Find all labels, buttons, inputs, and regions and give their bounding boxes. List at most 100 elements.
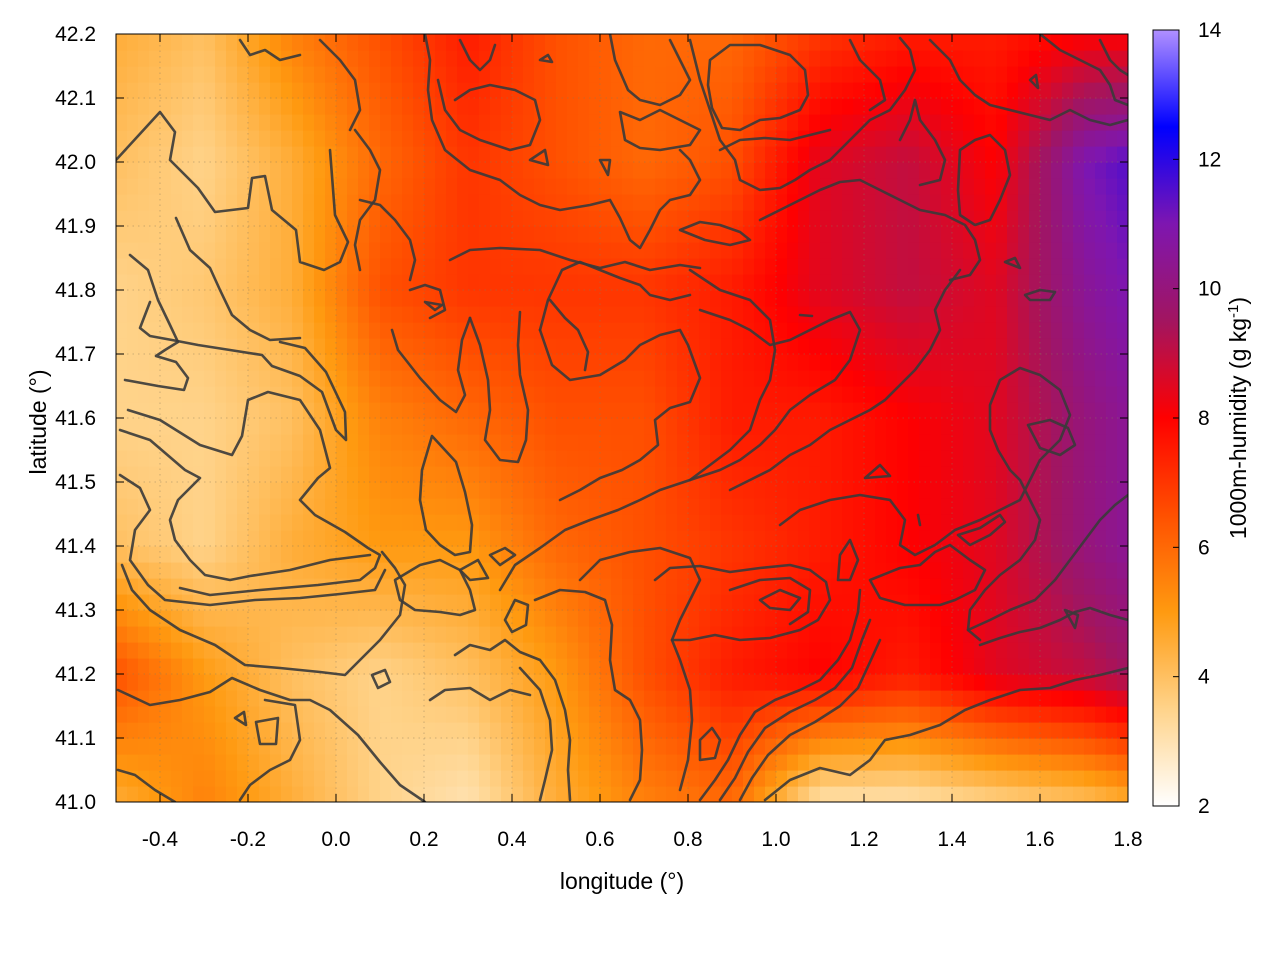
heatmap-cell — [226, 498, 238, 515]
heatmap-cell — [149, 578, 161, 595]
heatmap-cell — [347, 322, 359, 339]
heatmap-cell — [215, 626, 227, 643]
heatmap-cell — [787, 114, 799, 131]
heatmap-cell — [490, 594, 502, 611]
heatmap-cell — [171, 754, 183, 771]
heatmap-cell — [226, 370, 238, 387]
heatmap-cell — [1073, 562, 1085, 579]
heatmap-cell — [930, 130, 942, 147]
heatmap-cell — [1117, 50, 1128, 67]
heatmap-cell — [116, 450, 128, 467]
heatmap-cell — [292, 306, 304, 323]
heatmap-cell — [864, 210, 876, 227]
heatmap-cell — [952, 610, 964, 627]
heatmap-cell — [1040, 658, 1052, 675]
heatmap-cell — [1007, 338, 1019, 355]
heatmap-cell — [292, 610, 304, 627]
heatmap-cell — [468, 498, 480, 515]
heatmap-cell — [754, 738, 766, 755]
heatmap-cell — [666, 738, 678, 755]
heatmap-cell — [171, 178, 183, 195]
heatmap-cell — [578, 610, 590, 627]
contour-line — [728, 268, 962, 492]
heatmap-cell — [996, 130, 1008, 147]
heatmap-cell — [897, 242, 909, 259]
heatmap-cell — [842, 98, 854, 115]
heatmap-cell — [666, 434, 678, 451]
heatmap-cell — [204, 722, 216, 739]
heatmap-cell — [501, 226, 513, 243]
heatmap-cell — [380, 114, 392, 131]
heatmap-cell — [765, 754, 777, 771]
heatmap-cell — [347, 546, 359, 563]
heatmap-cell — [226, 610, 238, 627]
heatmap-cell — [413, 194, 425, 211]
heatmap-cell — [611, 706, 623, 723]
heatmap-cell — [655, 98, 667, 115]
heatmap-cell — [127, 50, 139, 67]
heatmap-cell — [226, 514, 238, 531]
heatmap-cell — [831, 514, 843, 531]
heatmap-cell — [853, 514, 865, 531]
heatmap-cell — [523, 738, 535, 755]
heatmap-cell — [996, 114, 1008, 131]
heatmap-cell — [1029, 98, 1041, 115]
heatmap-cell — [534, 178, 546, 195]
heatmap-cell — [160, 370, 172, 387]
heatmap-cell — [1095, 66, 1107, 83]
heatmap-cell — [732, 338, 744, 355]
heatmap-cell — [336, 434, 348, 451]
heatmap-cell — [1084, 626, 1096, 643]
heatmap-cell — [974, 754, 986, 771]
heatmap-cell — [127, 354, 139, 371]
heatmap-cell — [391, 754, 403, 771]
heatmap-cell — [732, 690, 744, 707]
heatmap-cell — [787, 338, 799, 355]
heatmap-cell — [457, 50, 469, 67]
heatmap-cell — [556, 594, 568, 611]
heatmap-cell — [963, 754, 975, 771]
heatmap-cell — [941, 546, 953, 563]
contour-line — [116, 768, 177, 802]
heatmap-cell — [270, 194, 282, 211]
heatmap-cell — [435, 482, 447, 499]
heatmap-cell — [754, 482, 766, 499]
heatmap-cell — [600, 498, 612, 515]
heatmap-cell — [721, 722, 733, 739]
heatmap-cell — [798, 50, 810, 67]
heatmap-cell — [908, 34, 920, 51]
heatmap-cell — [600, 786, 612, 802]
heatmap-cell — [314, 162, 326, 179]
heatmap-cell — [941, 610, 953, 627]
heatmap-cell — [864, 274, 876, 291]
heatmap-cell — [886, 178, 898, 195]
heatmap-cell — [1095, 562, 1107, 579]
heatmap-cell — [963, 466, 975, 483]
heatmap-cell — [380, 770, 392, 787]
heatmap-cell — [1106, 338, 1118, 355]
heatmap-cell — [864, 146, 876, 163]
heatmap-cell — [1029, 242, 1041, 259]
heatmap-cell — [589, 450, 601, 467]
heatmap-cell — [1106, 146, 1118, 163]
heatmap-cell — [138, 546, 150, 563]
heatmap-cell — [204, 578, 216, 595]
heatmap-cell — [886, 626, 898, 643]
heatmap-cell — [325, 514, 337, 531]
heatmap-cell — [1018, 706, 1030, 723]
heatmap-cell — [490, 546, 502, 563]
heatmap-cell — [171, 386, 183, 403]
heatmap-cell — [116, 114, 128, 131]
heatmap-cell — [809, 34, 821, 51]
heatmap-cell — [479, 98, 491, 115]
heatmap-cell — [336, 594, 348, 611]
heatmap-cell — [1095, 258, 1107, 275]
heatmap-cell — [853, 402, 865, 419]
heatmap-cell — [743, 354, 755, 371]
heatmap-cell — [391, 130, 403, 147]
heatmap-cell — [237, 98, 249, 115]
heatmap-cell — [864, 450, 876, 467]
heatmap-cell — [424, 402, 436, 419]
heatmap-cell — [578, 274, 590, 291]
heatmap-cell — [402, 514, 414, 531]
